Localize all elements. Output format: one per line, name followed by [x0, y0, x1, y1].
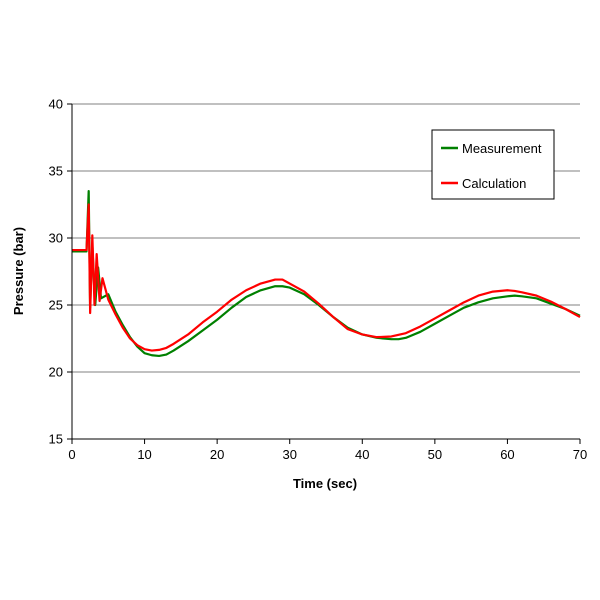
x-tick-label-70: 70: [573, 447, 587, 462]
x-tick-label-50: 50: [428, 447, 442, 462]
legend: Measurement Calculation: [431, 129, 555, 200]
series-line-calculation: [72, 203, 581, 352]
x-tick-label-0: 0: [68, 447, 75, 462]
y-tick-label-20: 20: [49, 365, 63, 380]
y-tick-label-30: 30: [49, 231, 63, 246]
x-tick-label-10: 10: [137, 447, 151, 462]
y-tick-label-15: 15: [49, 432, 63, 447]
y-tick-label-35: 35: [49, 164, 63, 179]
legend-label-measurement: Measurement: [462, 141, 542, 156]
series-lines: [72, 190, 581, 358]
x-tick-label-30: 30: [282, 447, 296, 462]
y-tick-label-25: 25: [49, 298, 63, 313]
legend-label-calculation: Calculation: [462, 176, 526, 191]
x-tick-label-60: 60: [500, 447, 514, 462]
x-tick-label-40: 40: [355, 447, 369, 462]
x-tick-label-20: 20: [210, 447, 224, 462]
x-axis-title: Time (sec): [293, 476, 357, 491]
y-tick-label-40: 40: [49, 97, 63, 112]
y-axis-title: Pressure (bar): [11, 227, 26, 315]
series-line-measurement: [72, 190, 581, 358]
axes: [67, 103, 581, 444]
tick-labels: 15 20 25 30 35 40 0 10 20 30 40 50 60 70: [49, 97, 588, 463]
legend-box: [431, 129, 555, 200]
